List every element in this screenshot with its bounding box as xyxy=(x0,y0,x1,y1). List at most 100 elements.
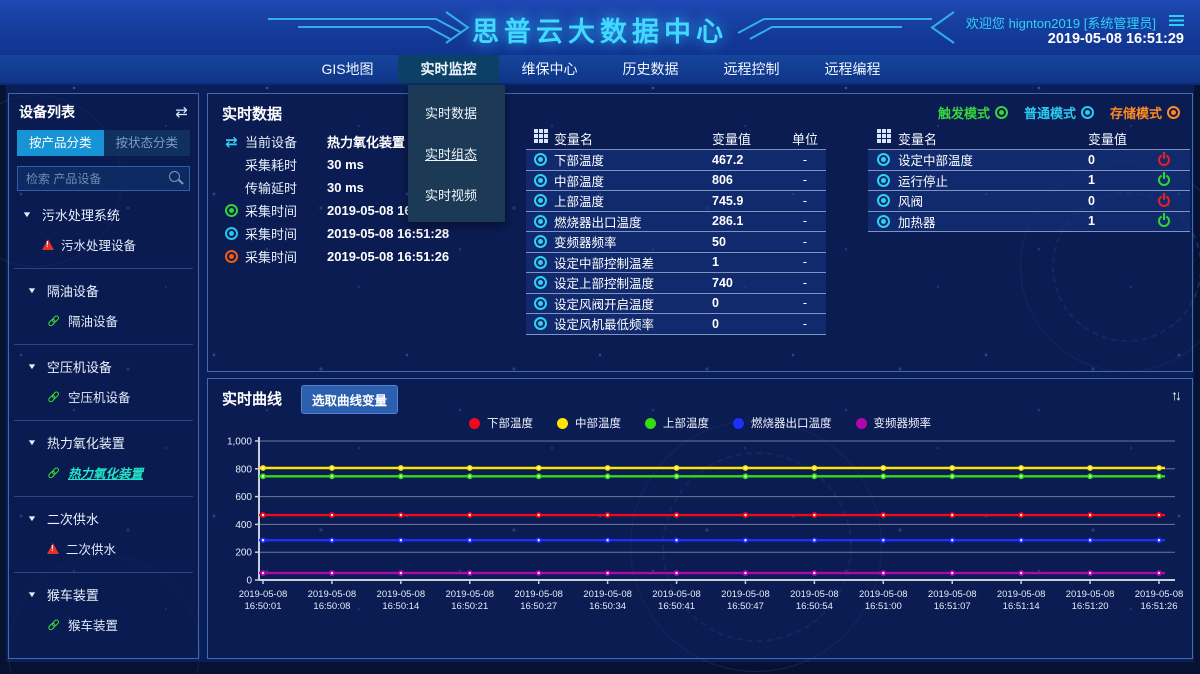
variable-icon xyxy=(526,173,554,187)
sidebar-tabs: 按产品分类 按状态分类 xyxy=(17,130,190,156)
info-value: 2019-05-08 16:51:28 xyxy=(327,226,450,241)
legend-item[interactable]: 燃烧器出口温度 xyxy=(733,415,832,431)
link-icon xyxy=(44,463,63,482)
realtime-curve-title: 实时曲线 xyxy=(222,391,283,408)
legend-item[interactable]: 下部温度 xyxy=(469,415,533,431)
sidebar-tab-1[interactable]: 按产品分类 xyxy=(17,130,104,156)
x-tick-date: 2019-05-08 xyxy=(377,589,426,600)
nav-tab-2[interactable]: 实时监控 xyxy=(398,55,499,83)
tree-device-item[interactable]: 隔油设备 xyxy=(14,305,193,336)
mode-button-1[interactable]: 触发模式 xyxy=(938,103,1008,122)
target-circle-icon xyxy=(533,317,547,331)
y-tick-label: 600 xyxy=(235,492,252,503)
legend-item[interactable]: 变频器频率 xyxy=(855,415,931,431)
tree-device-item[interactable]: 污水处理设备 xyxy=(9,229,198,260)
select-curve-variable-button[interactable]: 选取曲线变量 xyxy=(301,385,399,414)
table-row[interactable]: 设定中部控制温差 1 - xyxy=(526,252,826,273)
tree-group: ▼ 热力氧化装置 热力氧化装置 xyxy=(14,420,193,490)
power-off-icon[interactable] xyxy=(1158,194,1170,207)
up-down-arrows-icon[interactable]: ↑↓ xyxy=(1171,387,1182,403)
variable-icon xyxy=(526,255,554,269)
x-tick-date: 2019-05-08 xyxy=(239,589,288,600)
username[interactable]: hignton2019 xyxy=(1008,16,1081,31)
power-off-icon[interactable] xyxy=(1158,153,1170,166)
page-title: 思普云大数据中心 xyxy=(472,17,728,47)
tree-group-header[interactable]: ▼ 热力氧化装置 xyxy=(14,429,193,457)
variable-value: 0 xyxy=(712,316,719,331)
nav-tab-3[interactable]: 维保中心 xyxy=(521,61,578,77)
tree-device-item[interactable]: 猴车装置 xyxy=(14,609,193,640)
power-on-icon[interactable] xyxy=(1158,215,1170,228)
target-circle-icon xyxy=(876,214,890,228)
tree-group: ▼二次供水二次供水 xyxy=(14,496,193,566)
info-label: 采集时间 xyxy=(245,227,298,242)
target-circle-icon xyxy=(876,153,890,167)
y-tick-label: 200 xyxy=(235,548,252,559)
power-cell xyxy=(1138,153,1190,166)
x-tick-date: 2019-05-08 xyxy=(583,589,632,600)
tree-group-header[interactable]: ▼ 隔油设备 xyxy=(14,277,193,305)
x-tick-time: 16:50:34 xyxy=(589,601,626,612)
menu-list-icon[interactable] xyxy=(1169,15,1184,27)
mode-button-3[interactable]: 存储模式 xyxy=(1110,103,1180,122)
grid-icon xyxy=(876,129,881,133)
legend-item[interactable]: 上部温度 xyxy=(645,415,709,431)
tree-device-label: 隔油设备 xyxy=(68,315,119,329)
status-circle-icon xyxy=(218,250,245,263)
table-row[interactable]: 设定中部温度 0 xyxy=(868,150,1190,171)
target-circle-icon xyxy=(533,235,547,249)
tree-group-header[interactable]: ▼ 二次供水 xyxy=(14,505,193,533)
table-row[interactable]: 变频器频率 50 - xyxy=(526,232,826,253)
table-row[interactable]: 设定上部控制温度 740 - xyxy=(526,273,826,294)
sidebar-title: 设备列表 xyxy=(19,104,75,120)
variable-unit: - xyxy=(802,234,808,249)
tree-group-header[interactable]: ▼ 污水处理系统 xyxy=(9,201,198,229)
table-row[interactable]: 上部温度 745.9 - xyxy=(526,191,826,212)
dropdown-item-2[interactable]: 实时组态 xyxy=(425,147,478,162)
table-row[interactable]: 燃烧器出口温度 286.1 - xyxy=(526,211,826,232)
tree-device-item[interactable]: 二次供水 xyxy=(14,533,193,564)
y-tick-label: 1,000 xyxy=(227,437,252,448)
tree-device-item[interactable]: 热力氧化装置 xyxy=(14,457,193,488)
target-circle-icon xyxy=(533,214,547,228)
variable-unit: - xyxy=(802,296,808,311)
mode-button-2[interactable]: 普通模式 xyxy=(1024,103,1094,122)
realtime-curve-chart[interactable]: 02004006008001,0002019-05-0816:50:012019… xyxy=(213,433,1188,648)
status-circle-icon xyxy=(225,227,238,240)
tree-group-header[interactable]: ▼ 空压机设备 xyxy=(14,353,193,381)
nav-tab-5[interactable]: 远程控制 xyxy=(723,61,780,77)
nav-tab-1[interactable]: GIS地图 xyxy=(321,61,374,77)
mode-label: 普通模式 xyxy=(1023,106,1076,121)
power-on-icon[interactable] xyxy=(1158,174,1170,187)
device-search-input[interactable] xyxy=(17,166,190,191)
nav-tab-6[interactable]: 远程编程 xyxy=(824,61,881,77)
table-row[interactable]: 加热器 1 xyxy=(868,211,1190,232)
column-header: 变量名 xyxy=(554,131,594,147)
power-cell xyxy=(1138,194,1190,207)
table-row[interactable]: 中部温度 806 - xyxy=(526,170,826,191)
table-row[interactable]: 下部温度 467.2 - xyxy=(526,150,826,171)
x-tick-time: 16:50:54 xyxy=(796,601,833,612)
tree-group: ▼ 空压机设备 空压机设备 xyxy=(14,344,193,414)
tree-group-header[interactable]: ▼ 猴车装置 xyxy=(14,581,193,609)
variable-value: 1 xyxy=(1088,173,1095,188)
table-row[interactable]: 风阀 0 xyxy=(868,191,1190,212)
swap-arrows-icon[interactable]: ⇄ xyxy=(175,104,188,121)
dropdown-item-1[interactable]: 实时数据 xyxy=(425,106,478,121)
tree-device-item[interactable]: 空压机设备 xyxy=(14,381,193,412)
variable-value: 1 xyxy=(712,255,719,270)
mode-buttons: 触发模式 普通模式 存储模式 xyxy=(938,103,1180,122)
table-row[interactable]: 设定风阀开启温度 0 - xyxy=(526,293,826,314)
variable-name: 加热器 xyxy=(898,215,936,230)
search-icon[interactable] xyxy=(169,171,180,182)
sidebar-tab-2[interactable]: 按状态分类 xyxy=(103,130,190,156)
legend-item[interactable]: 中部温度 xyxy=(557,415,621,431)
table-row[interactable]: 设定风机最低频率 0 - xyxy=(526,314,826,335)
table-row[interactable]: 运行停止 1 xyxy=(868,170,1190,191)
dropdown-item-3[interactable]: 实时视频 xyxy=(425,188,478,203)
tree-group-label: 空压机设备 xyxy=(46,360,112,375)
swap-arrows-icon[interactable]: ⇄ xyxy=(225,133,238,151)
variable-value: 50 xyxy=(712,234,726,249)
nav-tab-4[interactable]: 历史数据 xyxy=(622,61,679,77)
variable-name: 设定风机最低频率 xyxy=(554,318,655,333)
